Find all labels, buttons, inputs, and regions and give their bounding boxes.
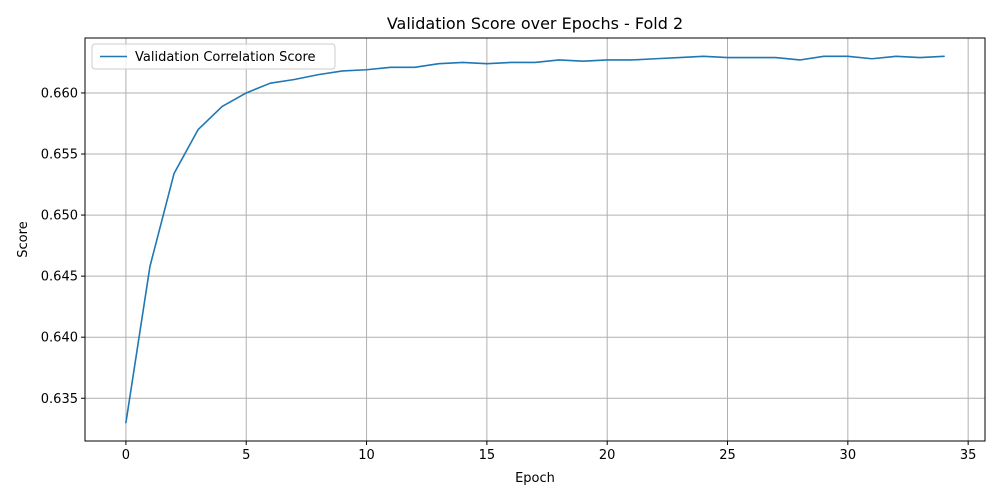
y-axis-ticks: 0.635 0.640 0.645 0.650 0.655 0.660 (41, 86, 85, 407)
legend-label: Validation Correlation Score (135, 50, 316, 65)
y-axis-label: Score (16, 221, 31, 257)
x-tick-label: 25 (719, 448, 736, 463)
x-tick-label: 30 (840, 448, 857, 463)
plot-frame (84, 37, 986, 442)
series-layer (125, 55, 945, 424)
y-tick-label: 0.650 (41, 209, 78, 224)
x-axis-label: Epoch (515, 471, 555, 486)
y-tick-label: 0.645 (41, 270, 78, 285)
x-tick-label: 20 (599, 448, 616, 463)
y-tick-label: 0.640 (41, 331, 78, 346)
y-tick-label: 0.635 (41, 392, 78, 407)
x-tick-label: 35 (960, 448, 977, 463)
x-axis-ticks: 0 5 10 15 20 25 30 35 (122, 441, 977, 463)
legend: Validation Correlation Score (91, 43, 336, 70)
x-tick-label: 0 (122, 448, 130, 463)
series-line (125, 55, 945, 424)
x-tick-label: 15 (479, 448, 496, 463)
legend-box (91, 43, 336, 70)
y-tick-label: 0.660 (41, 86, 78, 101)
x-tick-label: 5 (242, 448, 250, 463)
y-tick-label: 0.655 (41, 148, 78, 163)
x-tick-label: 10 (358, 448, 375, 463)
grid-lines (85, 38, 985, 441)
chart-title: Validation Score over Epochs - Fold 2 (387, 14, 683, 33)
